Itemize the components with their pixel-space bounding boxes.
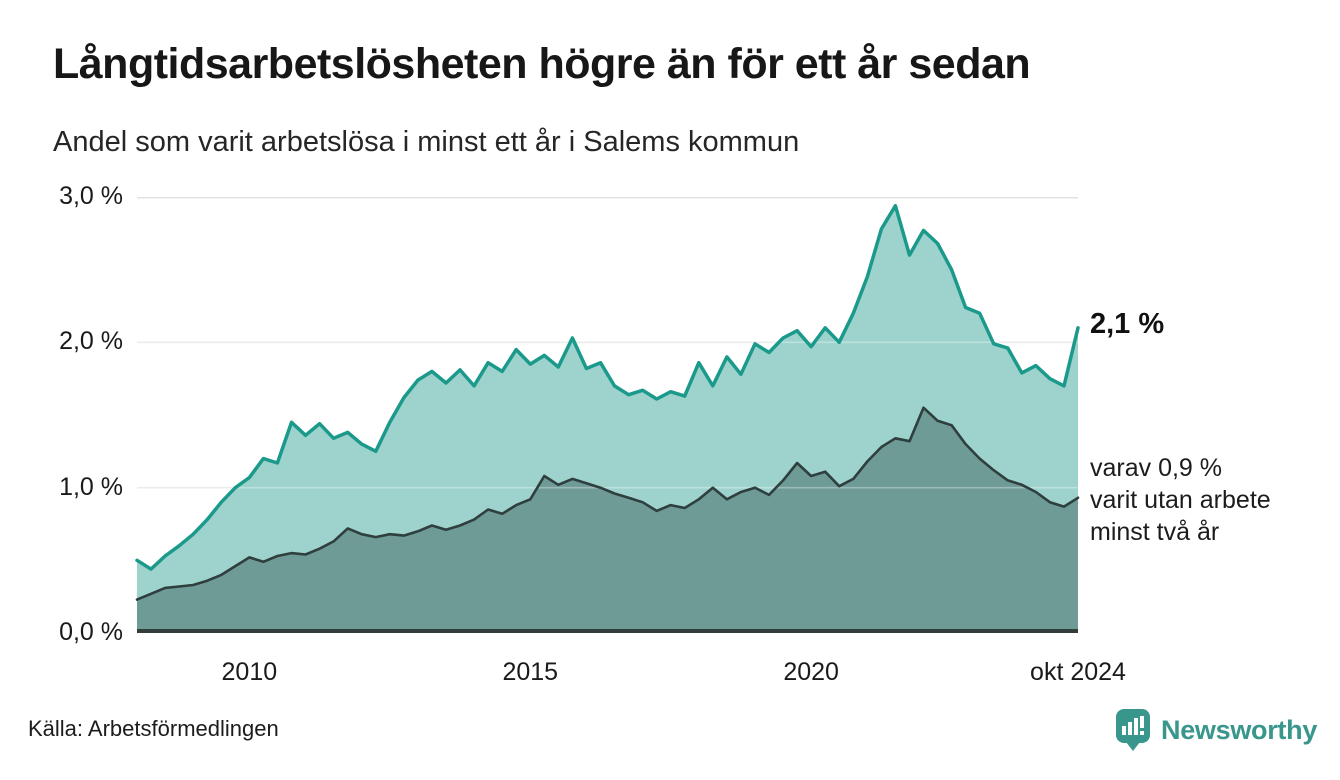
page-title: Långtidsarbetslösheten högre än för ett … — [53, 40, 1031, 88]
x-tick-label: okt 2024 — [1030, 658, 1126, 686]
area-unemployed-two-years — [137, 407, 1078, 633]
latest-value-label: 2,1 % — [1090, 307, 1165, 340]
x-tick-label: 2010 — [221, 658, 278, 686]
area-chart-plot — [135, 196, 1080, 633]
y-tick-label: 0,0 % — [59, 618, 123, 646]
newsworthy-logo: Newsworthy — [1115, 708, 1317, 752]
x-tick-label: 2020 — [783, 658, 839, 686]
line-unemployed-one-year — [135, 203, 1080, 571]
y-tick-label: 3,0 % — [59, 182, 123, 210]
two-year-annotation: varav 0,9 % varit utan arbete minst två … — [1090, 454, 1271, 546]
y-tick-label: 1,0 % — [59, 472, 123, 501]
newsworthy-bubble-icon — [1116, 709, 1150, 751]
source-caption: Källa: Arbetsförmedlingen — [28, 716, 279, 741]
x-tick-label: 2015 — [502, 658, 559, 686]
gridline-overlay — [137, 341, 1078, 489]
chart-subtitle: Andel som varit arbetslösa i minst ett å… — [53, 126, 800, 158]
newsworthy-wordmark: Newsworthy — [1161, 714, 1318, 745]
line-unemployed-two-years — [135, 406, 1080, 601]
y-tick-label: 2,0 % — [59, 327, 123, 356]
